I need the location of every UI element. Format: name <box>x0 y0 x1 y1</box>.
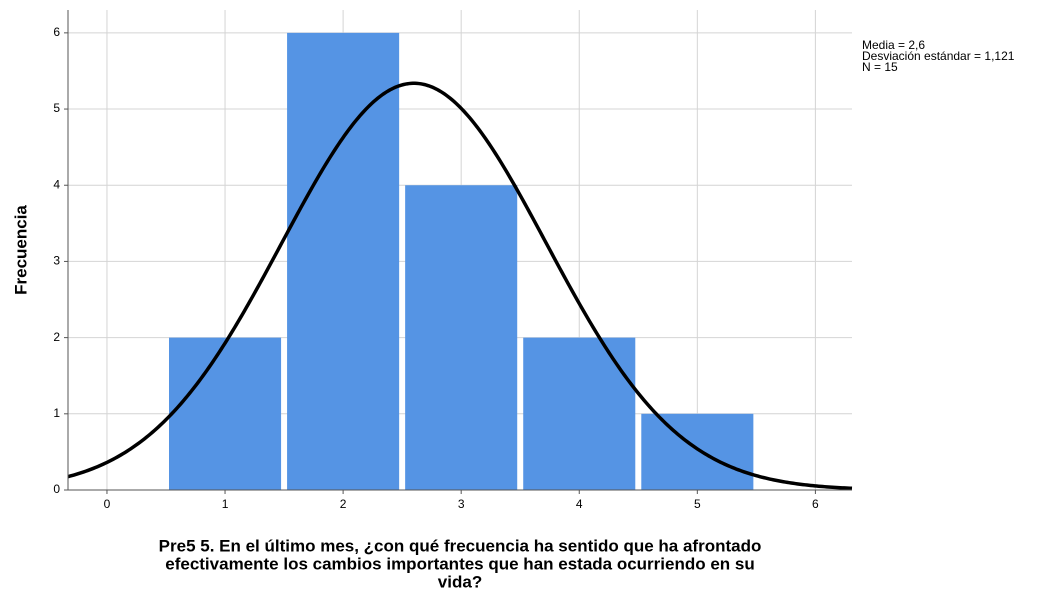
y-tick-label: 4 <box>53 177 60 191</box>
y-tick-label: 1 <box>53 406 60 420</box>
x-axis-title: Pre5 5. En el último mes, ¿con qué frecu… <box>159 536 762 555</box>
x-tick-label: 6 <box>812 497 819 511</box>
bar <box>523 337 636 490</box>
stats-label: N = 15 <box>862 60 898 74</box>
y-tick-label: 5 <box>53 101 60 115</box>
normal-curve <box>67 81 853 491</box>
x-tick-label: 4 <box>576 497 583 511</box>
bar <box>169 337 282 490</box>
bar <box>287 32 400 490</box>
bar <box>641 413 754 490</box>
y-tick-label: 0 <box>53 482 60 496</box>
stats-label: Media = 2,6 <box>862 38 925 52</box>
x-tick-label: 5 <box>694 497 701 511</box>
x-tick-label: 2 <box>340 497 347 511</box>
y-tick-label: 2 <box>53 330 60 344</box>
x-axis-title: efectivamente los cambios importantes qu… <box>165 554 755 573</box>
x-tick-label: 3 <box>458 497 465 511</box>
x-axis-title: vida? <box>438 572 482 591</box>
x-tick-label: 1 <box>222 497 229 511</box>
bar <box>405 185 518 490</box>
stats-label: Desviación estándar = 1,121 <box>862 49 1015 63</box>
x-tick-label: 0 <box>104 497 111 511</box>
y-axis-title: Frecuencia <box>11 205 30 295</box>
y-tick-label: 6 <box>53 25 60 39</box>
y-tick-label: 3 <box>53 254 60 268</box>
